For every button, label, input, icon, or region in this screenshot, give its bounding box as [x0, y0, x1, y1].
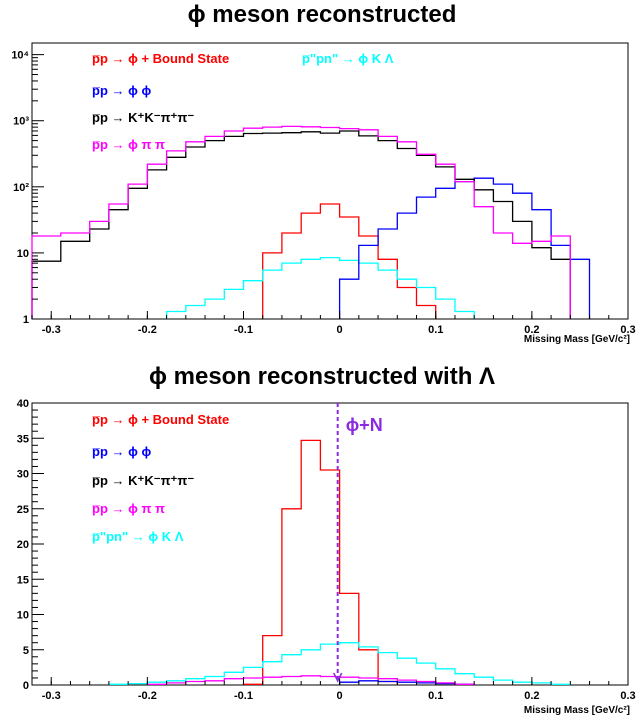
top-series-3-histogram — [31, 130, 571, 319]
bottom-x-tick-label: -0.3 — [42, 690, 61, 702]
phi-n-annotation: ϕ+N — [333, 403, 383, 683]
bottom-legend-entry: p̅p → K⁺K⁻π⁺π⁻ — [92, 473, 194, 488]
bottom-legend-entry: p̅p → ϕ + Bound State — [92, 412, 229, 427]
top-x-tick-label: -0.3 — [42, 324, 61, 336]
bottom-x-tick-label: 0.2 — [524, 690, 539, 702]
bottom-y-tick-label: 40 — [17, 398, 29, 410]
top-axes: -0.3 -0.2 -0.1 0 0.1 0.2 0.3 1 10 10² 10³ 10⁴ — [11, 50, 635, 336]
bottom-panel: ϕ meson reconstructed with Λ -0.3 -0.2 -0.… — [17, 363, 636, 716]
top-y-tick-label: 10 — [17, 248, 29, 260]
bottom-legend-entry: p̅"pn" → ϕ K Λ — [92, 529, 184, 544]
top-x-tick-label: -0.2 — [138, 324, 157, 336]
top-chart-title: ϕ meson reconstructed — [188, 1, 457, 28]
bottom-y-tick-label: 15 — [17, 574, 29, 586]
bottom-x-tick-label: 0 — [337, 690, 343, 702]
bottom-series-3-histogram — [146, 675, 475, 685]
bottom-y-tick-label: 10 — [17, 610, 29, 622]
top-legend-entry: p̅p → K⁺K⁻π⁺π⁻ — [92, 110, 194, 125]
top-series-1-histogram — [165, 256, 475, 319]
bottom-x-tick-label: 0.1 — [428, 690, 443, 702]
bottom-y-tick-label: 30 — [17, 469, 29, 481]
top-legend-entry: p̅p → ϕ + Bound State — [92, 51, 229, 66]
bottom-legend-entry: p̅p → ϕ π π — [92, 501, 165, 516]
bottom-y-tick-label: 35 — [17, 433, 29, 445]
bottom-series-0-histogram — [242, 439, 398, 685]
bottom-x-tick-label: 0.3 — [620, 690, 635, 702]
top-series-0-histogram — [262, 203, 437, 319]
bottom-y-tick-label: 20 — [17, 539, 29, 551]
top-series-2-histogram — [338, 177, 591, 319]
top-plot-frame — [31, 42, 629, 320]
top-legend: p̅p → ϕ + Bound State p̅"pn" → ϕ K Λ p̅p →… — [92, 51, 394, 152]
top-legend-entry: p̅p → ϕ π π — [92, 137, 165, 152]
top-x-tick-label: 0 — [337, 324, 343, 336]
top-y-tick-label: 10⁴ — [11, 50, 29, 62]
bottom-y-tick-label: 0 — [23, 680, 29, 692]
top-histograms — [31, 125, 591, 319]
top-x-tick-label: -0.1 — [234, 324, 253, 336]
top-x-axis-label: Missing Mass [GeV/c²] — [524, 334, 630, 345]
phi-n-arrow-head — [333, 672, 343, 683]
top-x-tick-label: 0.1 — [428, 324, 443, 336]
bottom-x-tick-label: -0.1 — [234, 690, 253, 702]
top-y-tick-label: 10³ — [13, 116, 29, 128]
top-legend-entry: p̅"pn" → ϕ K Λ — [302, 51, 394, 66]
top-x-tick-label: 0.3 — [620, 324, 635, 336]
bottom-x-tick-label: -0.2 — [138, 690, 157, 702]
bottom-chart-title: ϕ meson reconstructed with Λ — [149, 363, 495, 390]
top-legend-entry: p̅p → ϕ ϕ — [92, 83, 151, 98]
top-x-tick-label: 0.2 — [524, 324, 539, 336]
bottom-y-tick-label: 25 — [17, 504, 29, 516]
bottom-x-axis-label: Missing Mass [GeV/c²] — [524, 705, 630, 716]
bottom-legend: p̅p → ϕ + Bound State p̅p → ϕ ϕ p̅p → K⁺K⁻… — [92, 412, 229, 544]
bottom-y-tick-label: 5 — [23, 645, 29, 657]
bottom-legend-entry: p̅p → ϕ ϕ — [92, 444, 151, 459]
top-y-tick-label: 10² — [13, 182, 29, 194]
bottom-series-4-histogram — [108, 642, 571, 685]
top-y-tick-label: 1 — [23, 314, 29, 326]
top-panel: ϕ meson reconstructed -0.3 -0.2 -0.1 0 0.1 0.… — [11, 1, 635, 345]
top-series-4-histogram — [31, 125, 571, 319]
phi-n-label: ϕ+N — [346, 415, 383, 435]
